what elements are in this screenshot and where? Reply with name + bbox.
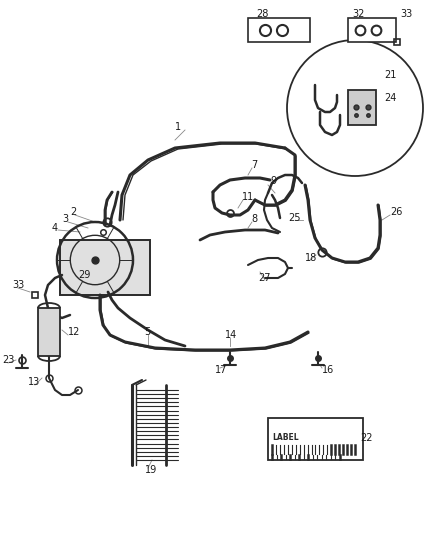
Bar [38,308,60,356]
Bar [248,18,310,42]
Text: 26: 26 [390,207,403,217]
Text: 17: 17 [215,365,227,375]
Text: 8: 8 [251,214,257,224]
Text: 28: 28 [256,9,268,19]
Text: 33: 33 [400,9,412,19]
Text: LABEL: LABEL [272,433,299,442]
Text: 23: 23 [2,355,14,365]
Bar [268,418,363,460]
Text: 4: 4 [52,223,58,233]
Text: 11: 11 [242,192,254,202]
Text: 29: 29 [78,270,90,280]
Text: 14: 14 [225,330,237,340]
Text: 3: 3 [62,214,68,224]
Bar [60,240,150,295]
Text: 1: 1 [175,122,181,132]
Text: 12: 12 [68,327,81,337]
Text: 18: 18 [305,253,317,263]
Text: 27: 27 [258,273,271,283]
Bar [348,90,376,125]
Bar [348,18,396,42]
Text: 5: 5 [144,327,150,337]
Text: 9: 9 [270,176,276,186]
Text: 33: 33 [12,280,24,290]
Text: 21: 21 [384,70,396,80]
Text: 32: 32 [352,9,364,19]
Circle shape [287,40,423,176]
Text: 16: 16 [322,365,334,375]
Text: 19: 19 [145,465,157,475]
Text: 7: 7 [251,160,257,170]
Text: 2: 2 [70,207,76,217]
Text: 13: 13 [28,377,40,387]
Text: 25: 25 [288,213,300,223]
Text: 24: 24 [384,93,396,103]
Text: 22: 22 [360,433,372,443]
